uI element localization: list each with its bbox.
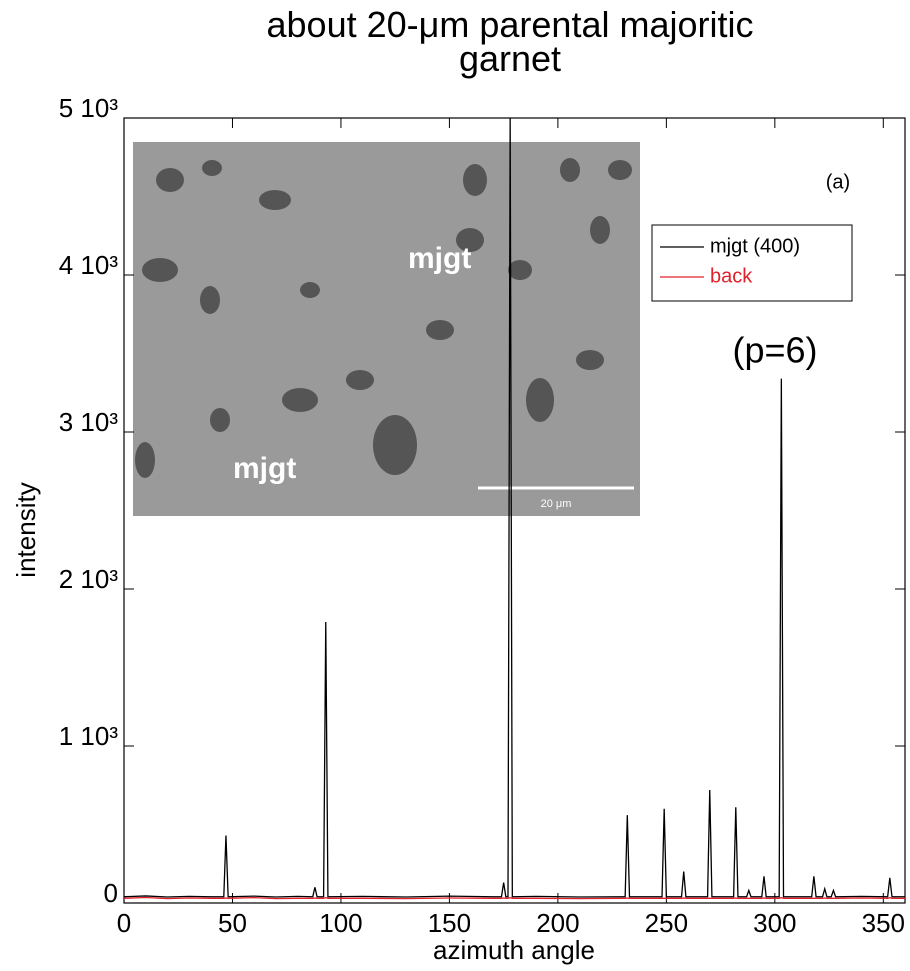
x-tick-label: 50 [218,908,247,938]
inset-label: mjgt [408,242,471,275]
y-axis-label: intensity [11,482,41,577]
plot-frame [123,117,906,904]
x-tick-label: 0 [117,908,131,938]
annotation: (a) [826,171,850,193]
x-tick-label: 150 [428,908,471,938]
inset-grains [135,158,632,478]
data-line [124,118,905,898]
x-tick-label: 100 [319,908,362,938]
x-tick-label: 350 [862,908,905,938]
data-line [124,896,905,900]
y-tick-label: 0 [104,878,118,908]
scale-bar-label: 20 μm [541,498,572,510]
y-tick-label: 1 10³ [59,721,119,751]
inset-label: mjgt [233,452,296,485]
y-tick-label: 4 10³ [59,250,119,280]
legend-label: mjgt (400) [710,235,800,257]
chart-title: about 20-μm parental majoritic garnet [266,4,754,79]
legend-box [651,224,853,302]
x-tick-label: 200 [536,908,579,938]
legend-label: back [710,265,753,287]
y-tick-label: 2 10³ [59,564,119,594]
y-tick-label: 5 10³ [59,93,119,123]
inset-image: mjgt mjgt 20 μm [133,142,640,516]
x-axis-label: azimuth angle [433,935,595,965]
annotation: (p=6) [732,330,817,371]
y-tick-label: 3 10³ [59,407,119,437]
x-tick-label: 300 [753,908,796,938]
x-tick-label: 250 [645,908,688,938]
